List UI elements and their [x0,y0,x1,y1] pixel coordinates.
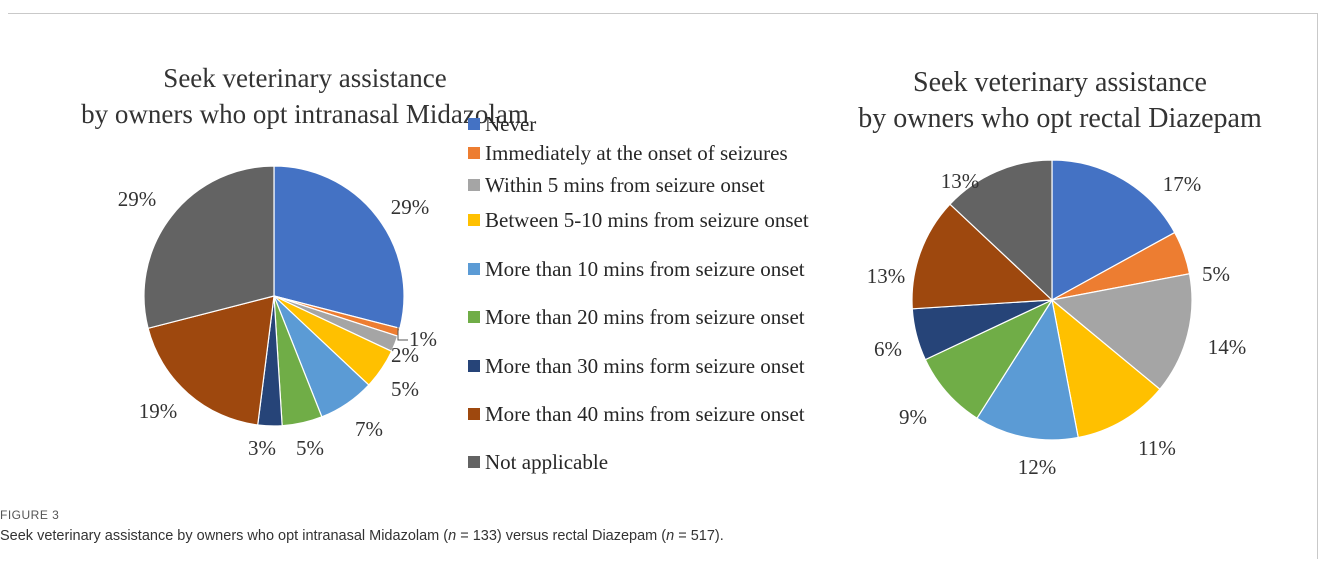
right-pie-label-40: 13% [867,264,906,288]
legend-item-40: More than 40 mins from seizure onset [468,402,858,426]
left-pie-label-20: 5% [296,436,324,460]
left-pie-label-40: 19% [139,399,178,423]
right-pie-label-within-5: 14% [1208,335,1247,359]
left-chart-title-line-1: Seek veterinary assistance [163,63,447,93]
right-pie-label-not-applicable: 13% [941,169,980,193]
left-pie-label-not-applicable: 29% [118,187,157,211]
legend-label: Between 5-10 mins from seizure onset [485,208,809,232]
legend-item-within-5: Within 5 mins from seizure onset [468,173,858,197]
left-pie-label-within-5: 2% [391,343,419,367]
figure-frame [8,13,1318,559]
right-pie-slice-within-5 [1050,273,1193,391]
right-pie-slice-never [1051,159,1176,302]
left-pie-label-30: 3% [248,436,276,460]
legend-swatch [468,456,480,468]
left-pie-label-10: 7% [355,417,383,441]
legend-swatch [468,214,480,226]
left-pie-slice-40 [147,295,275,426]
legend-item-immediately: Immediately at the onset of seizures [468,141,858,165]
right-pie-slice-40 [911,203,1054,310]
legend-swatch [468,408,480,420]
legend-item-30: More than 30 mins form seizure onset [468,354,858,378]
right-pie-label-30: 6% [874,337,902,361]
right-pie-slice-5-10 [1051,298,1161,439]
right-pie-slice-20 [924,298,1054,420]
right-pie-label-never: 17% [1163,172,1202,196]
left-pie-label-never: 29% [391,195,430,219]
legend-label: Within 5 mins from seizure onset [485,173,765,197]
right-pie-slice-not-applicable [949,159,1053,302]
legend-swatch [468,311,480,323]
caption-part-1: Seek veterinary assistance by owners who… [0,528,449,544]
legend-swatch [468,360,480,372]
left-chart-title-line-2: by owners who opt intranasal Midazolam [81,99,529,129]
legend-item-not-applicable: Not applicable [468,450,858,474]
right-pie-label-20: 9% [899,405,927,429]
legend-label: Not applicable [485,450,609,474]
right-pie-label-10: 12% [1018,455,1057,479]
legend-swatch [468,263,480,275]
left-pie-label-immediately: 1% [409,327,437,351]
caption-n1-var: n [448,528,457,544]
right-pie-chart: 17% 5% 14% 11% 12% 9% 6% 13% 13% [867,159,1247,479]
legend-label: More than 10 mins from seizure onset [485,257,805,281]
right-pie-slice-10 [976,298,1079,441]
left-pie-chart: 29% 1%2% 5% 7% 5% 3% 19% 29% [118,165,437,460]
legend-item-5-10: Between 5-10 mins from seizure onset [468,208,858,232]
figure-caption: FIGURE 3 Seek veterinary assistance by o… [0,508,724,544]
legend-swatch [468,179,480,191]
legend-label: More than 20 mins from seizure onset [485,305,805,329]
legend-item-10: More than 10 mins from seizure onset [468,257,858,281]
figure-label: FIGURE 3 [0,508,60,522]
right-pie-label-immediately: 5% [1202,262,1230,286]
caption-n1-val: = 133) versus rectal Diazepam ( [456,528,667,544]
caption-n2-var: n [666,528,675,544]
right-chart-title-line-1: Seek veterinary assistance [913,67,1207,98]
caption-text: Seek veterinary assistance by owners who… [0,528,724,544]
legend-label: Immediately at the onset of seizures [485,141,788,165]
left-pie-slice-not-applicable [143,165,275,330]
legend-item-never: Never [468,112,858,136]
right-pie-label-5-10: 11% [1138,436,1176,460]
right-chart-title: Seek veterinary assistance by owners who… [830,65,1290,137]
left-pie-label-5-10: 5% [391,377,419,401]
legend-swatch [468,147,480,159]
right-chart-title-line-2: by owners who opt rectal Diazepam [858,103,1262,134]
left-chart-title: Seek veterinary assistance by owners who… [40,60,570,132]
legend-label: More than 40 mins from seizure onset [485,402,805,426]
legend-label: More than 30 mins form seizure onset [485,354,805,378]
legend-item-20: More than 20 mins from seizure onset [468,305,858,329]
legend-label: Never [485,112,537,136]
left-pie-leader-line [397,327,408,341]
pie-charts-canvas: 29% 1%2% 5% 7% 5% 3% 19% 29% 17% 5% 14% 11% 12% 9% 6%… [118,159,1247,479]
left-pie-slice-never [273,165,405,330]
caption-n2-val: = 517). [674,528,724,544]
legend-swatch [468,118,480,130]
